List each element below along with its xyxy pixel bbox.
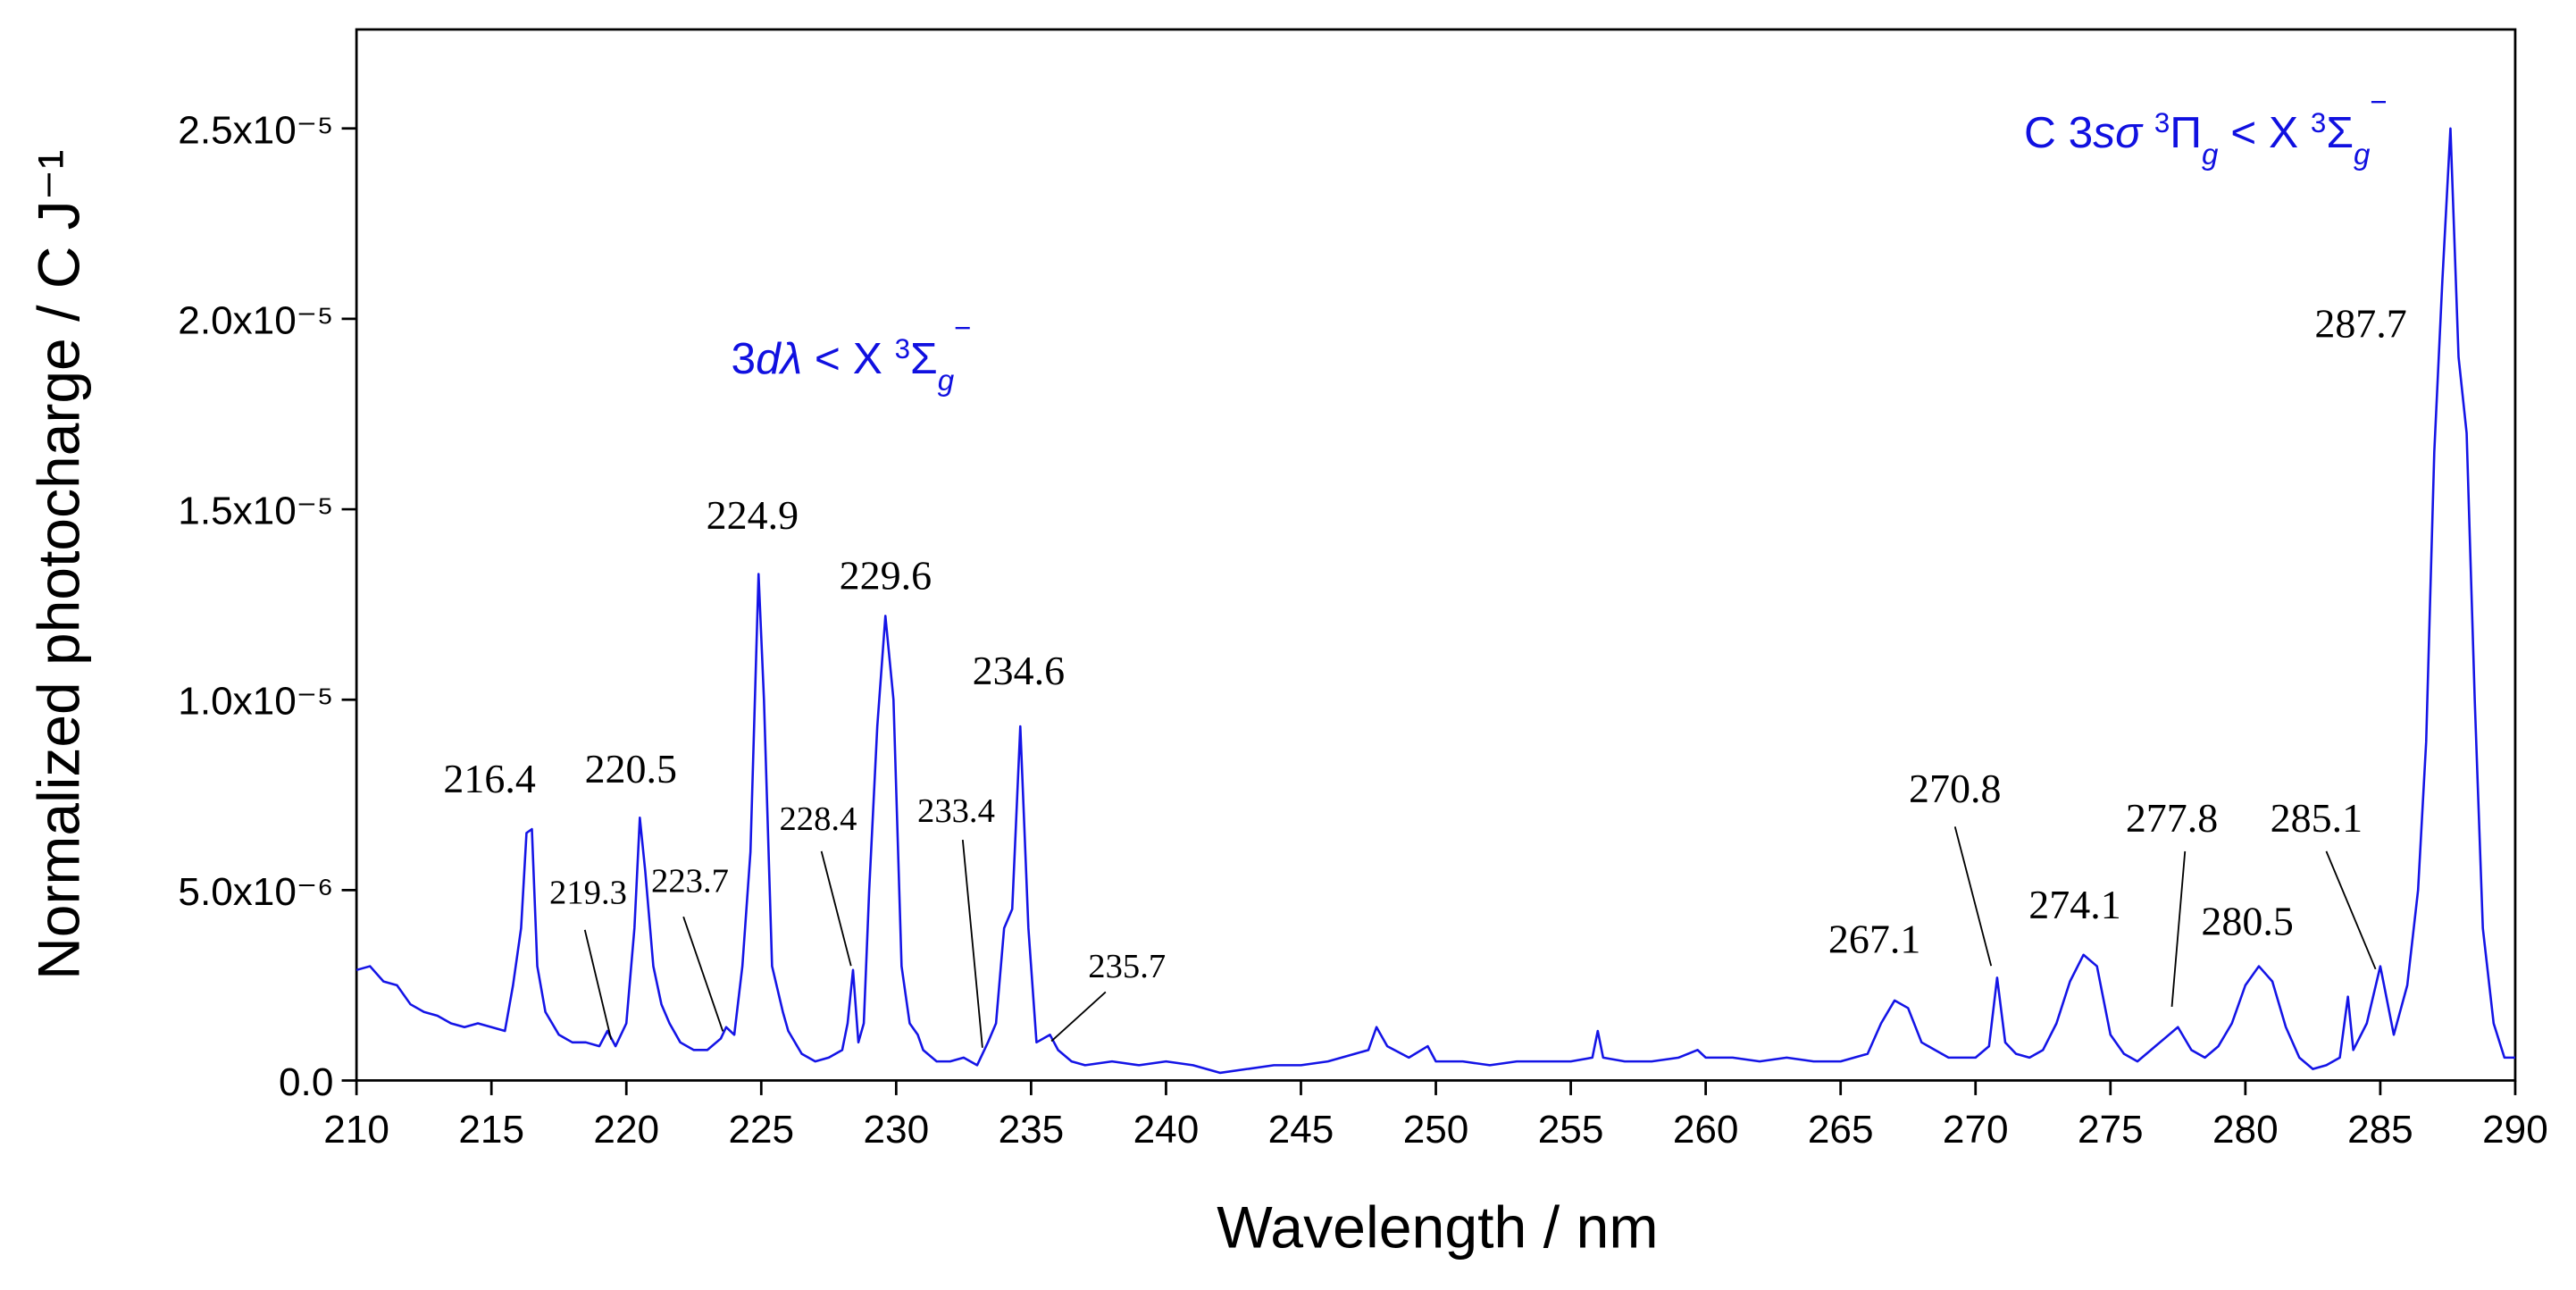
x-tick-label: 250 [1403, 1108, 1469, 1152]
y-tick-label: 0.0 [279, 1060, 333, 1104]
peak-label: 233.4 [917, 792, 995, 830]
peak-label: 267.1 [1828, 917, 1920, 962]
x-tick-label: 285 [2347, 1108, 2413, 1152]
peak-label: 277.8 [2126, 795, 2218, 841]
x-tick-label: 245 [1268, 1108, 1334, 1152]
x-tick-label: 265 [1808, 1108, 1874, 1152]
x-axis-title: Wavelength / nm [1217, 1194, 1658, 1261]
y-tick-label: 5.0x10⁻⁶ [178, 870, 333, 914]
peak-label: 287.7 [2314, 301, 2406, 347]
x-tick-label: 255 [1538, 1108, 1604, 1152]
spectrum-line [355, 127, 2515, 1075]
x-tick-label: 275 [2078, 1108, 2144, 1152]
peak-label: 224.9 [707, 492, 799, 538]
y-tick-label: 2.5x10⁻⁵ [178, 108, 333, 152]
leader-line [682, 916, 724, 1032]
x-tick-label: 210 [323, 1108, 389, 1152]
leader-line [2325, 850, 2377, 970]
peak-label: 216.4 [443, 756, 535, 801]
y-tick-label: 2.0x10⁻⁵ [178, 299, 333, 343]
leader-line [820, 850, 852, 967]
y-tick-label: 1.5x10⁻⁵ [178, 490, 333, 533]
band-label: 3dλ < X 3Σg− [731, 311, 971, 397]
x-tick-label: 260 [1673, 1108, 1739, 1152]
x-tick-label: 270 [1943, 1108, 2009, 1152]
plot-frame [355, 28, 2517, 1082]
x-tick-label: 290 [2482, 1108, 2548, 1152]
x-tick-label: 215 [458, 1108, 524, 1152]
x-tick-label: 280 [2212, 1108, 2279, 1152]
peak-label: 274.1 [2028, 882, 2120, 927]
band-label: C 3sσ 3Πg < X 3Σg− [2024, 86, 2388, 172]
x-tick-label: 235 [999, 1108, 1065, 1152]
peak-label: 228.4 [780, 800, 857, 838]
y-tick-label: 1.0x10⁻⁵ [178, 680, 333, 724]
peak-label: 235.7 [1088, 948, 1166, 985]
peak-label: 280.5 [2201, 898, 2293, 943]
peak-label: 220.5 [585, 746, 677, 792]
peak-label: 219.3 [549, 875, 627, 912]
leader-line [1953, 826, 1993, 967]
x-tick-label: 240 [1133, 1108, 1200, 1152]
leader-line [2170, 850, 2187, 1008]
x-tick-label: 230 [864, 1108, 930, 1152]
peak-label: 285.1 [2271, 795, 2363, 841]
peak-label: 223.7 [651, 863, 729, 900]
x-tick-label: 225 [728, 1108, 794, 1152]
peak-label: 234.6 [973, 648, 1065, 693]
y-axis-title: Normalized photocharge / C J⁻¹ [26, 150, 92, 980]
peak-label: 229.6 [840, 553, 932, 599]
leader-line [1050, 991, 1107, 1043]
x-tick-label: 220 [593, 1108, 659, 1152]
peak-label: 270.8 [1909, 766, 2001, 811]
leader-line [583, 929, 613, 1040]
leader-line [961, 839, 983, 1048]
